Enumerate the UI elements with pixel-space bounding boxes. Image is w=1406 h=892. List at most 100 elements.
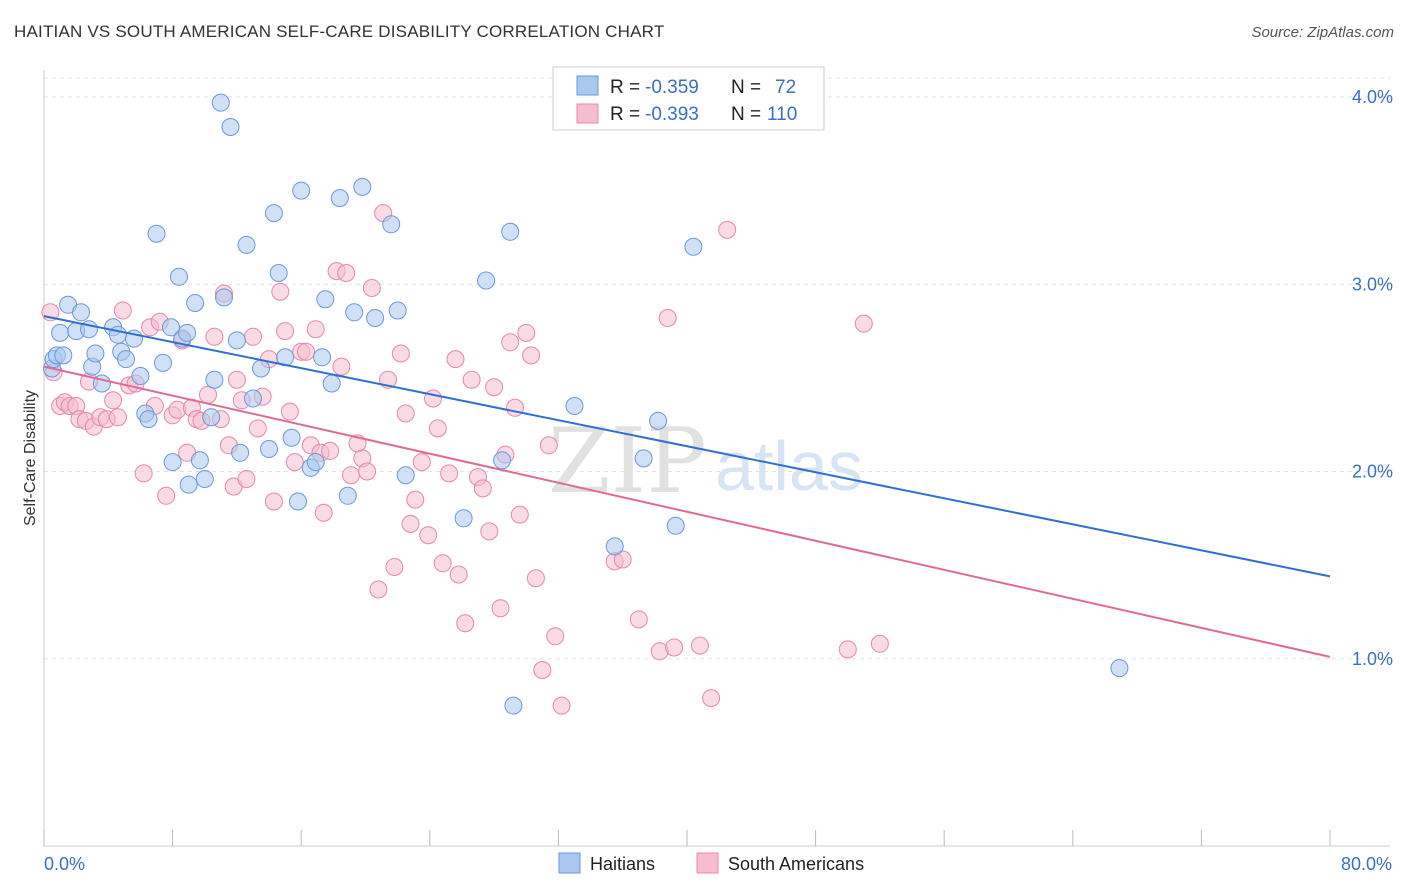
legend-r-label-south-americans: R = [610, 104, 640, 125]
south-american-point [157, 486, 176, 505]
south-americans-trend-line [43, 365, 1331, 658]
south-american-point [396, 404, 415, 423]
haitian-point [322, 374, 341, 393]
series-legend-label-haitians: Haitians [590, 854, 655, 874]
south-american-point [314, 503, 333, 522]
haitian-point [666, 516, 685, 535]
south-american-point [702, 689, 721, 708]
haitian-point [264, 204, 283, 223]
south-american-point [412, 453, 431, 472]
south-american-point [473, 479, 492, 498]
south-american-point [108, 408, 127, 427]
haitian-point [330, 189, 349, 208]
haitian-point [396, 466, 415, 485]
south-american-point [276, 322, 295, 341]
haitian-point [215, 288, 233, 307]
y-tick-label: 2.0% [1352, 462, 1393, 482]
south-american-point [237, 470, 256, 488]
haitian-point [501, 222, 520, 241]
south-american-point [546, 627, 565, 646]
haitian-point [252, 359, 270, 378]
south-american-point [485, 378, 504, 397]
south-american-point [838, 640, 857, 659]
legend-n-label-south-americans: N = [731, 104, 761, 125]
south-american-point [526, 569, 545, 588]
haitian-point [260, 440, 278, 458]
south-american-point [462, 370, 481, 389]
legend-n-label-haitians: N = [731, 77, 761, 98]
south-american-point [362, 279, 381, 297]
south-american-point [285, 453, 304, 472]
haitian-point [565, 397, 584, 415]
watermark-zip: ZIP [548, 409, 707, 514]
south-american-point [199, 385, 217, 404]
haitian-point [244, 389, 262, 408]
haitian-point [51, 323, 70, 342]
haitian-point [221, 118, 240, 136]
haitian-point [477, 271, 496, 290]
south-american-point [449, 565, 468, 584]
south-american-point [104, 391, 123, 410]
x-ticks [43, 830, 1331, 846]
haitian-point [493, 451, 512, 470]
gridlines [44, 77, 1390, 660]
haitian-point [54, 346, 73, 365]
haitian-point [162, 318, 180, 337]
haitian-point [202, 408, 221, 427]
haitian-point [154, 353, 172, 372]
south-american-point [613, 550, 632, 569]
south-american-point [517, 323, 536, 342]
haitian-point [86, 344, 105, 363]
haitian-point [316, 290, 335, 309]
south-american-point [406, 490, 425, 509]
haitian-point [338, 486, 357, 505]
haitian-point [269, 264, 288, 282]
south-american-point [306, 320, 325, 339]
south-american-point [385, 558, 404, 576]
haitian-point [205, 370, 224, 389]
y-tick-labels: 1.0% 2.0% 3.0% 4.0% [1352, 87, 1393, 669]
haitian-point [170, 267, 188, 286]
haitian-point [649, 411, 668, 430]
south-american-point [337, 264, 356, 282]
south-american-point [113, 301, 132, 320]
series-legend-label-south-americans: South Americans [728, 854, 864, 874]
south-american-point [297, 342, 315, 361]
south-american-point [332, 357, 351, 376]
south-american-point [446, 350, 465, 369]
x-tick-label-max: 80.0% [1341, 854, 1392, 874]
south-american-point [227, 370, 246, 389]
south-american-point [506, 398, 524, 417]
haitian-point [227, 331, 246, 350]
south-american-point [854, 314, 873, 333]
haitian-point [211, 93, 230, 112]
haitians-trend-line [43, 315, 1331, 578]
legend-r-label-haitians: R = [610, 77, 640, 98]
haitian-point [163, 453, 182, 472]
series-legend-swatch-haitians [558, 852, 581, 874]
y-axis-label: Self-Care Disability [22, 390, 39, 526]
south-american-point [424, 389, 442, 408]
haitian-point [282, 428, 301, 447]
haitian-point [195, 470, 214, 488]
haitian-point [231, 443, 250, 462]
haitian-point [178, 323, 197, 342]
legend-n-value-haitians: 72 [775, 77, 796, 98]
south-american-point [342, 466, 360, 485]
south-american-point [629, 610, 648, 629]
haitian-point [1110, 659, 1129, 678]
haitian-point [605, 537, 624, 556]
south-american-point [480, 522, 499, 541]
haitian-point [292, 181, 311, 200]
south-american-point [369, 580, 388, 599]
haitian-point [139, 410, 158, 429]
y-tick-label: 3.0% [1352, 274, 1393, 294]
haitian-point [313, 348, 332, 367]
legend-r-value-south-americans: -0.393 [645, 104, 699, 125]
south-american-point [134, 464, 153, 483]
south-american-point [870, 634, 889, 653]
south-american-point [539, 436, 558, 455]
haitian-point [353, 177, 372, 196]
haitian-point [237, 235, 256, 254]
